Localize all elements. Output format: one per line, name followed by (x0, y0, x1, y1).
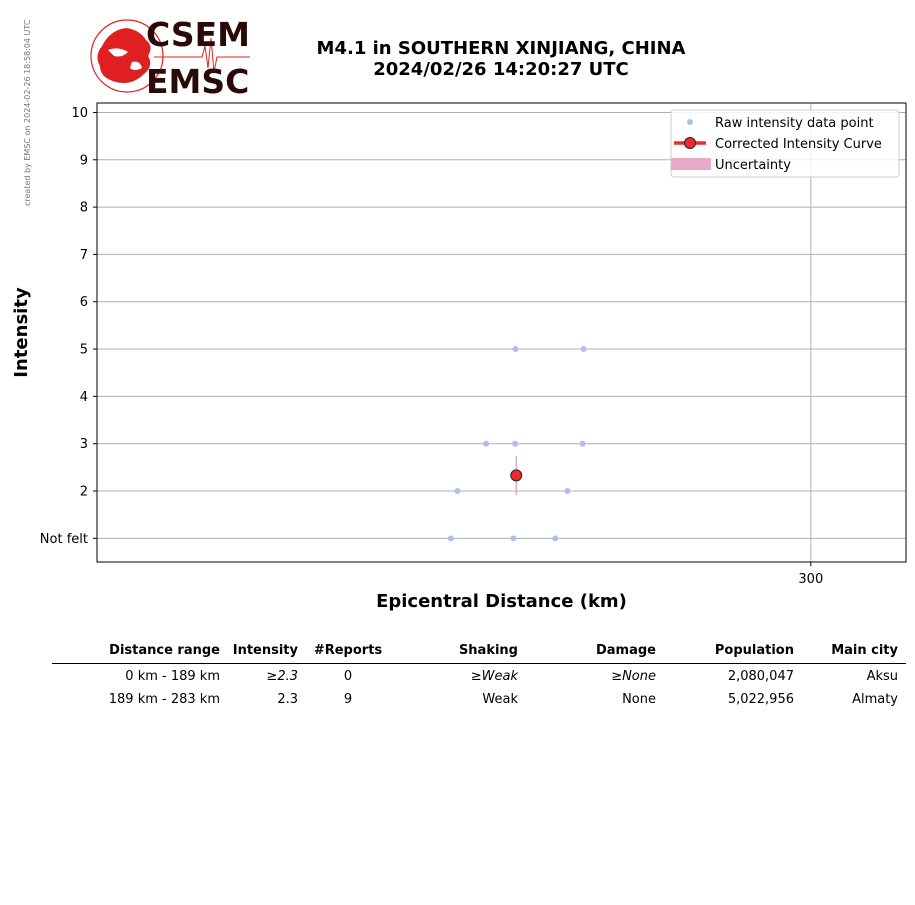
intensity-summary-table: Distance range Intensity #Reports Shakin… (52, 640, 906, 710)
legend-raw-marker (687, 119, 693, 125)
x-axis-label: Epicentral Distance (km) (376, 591, 627, 612)
cell-population: 2,080,047 (727, 669, 794, 684)
header-damage: Damage (526, 640, 664, 664)
logo-text-top: CSEM (146, 16, 250, 54)
legend-uncertainty-swatch (671, 158, 711, 170)
logo-text-bottom: EMSC (146, 62, 249, 100)
y-axis-label: Intensity (11, 287, 32, 378)
y-tick-label: Not felt (40, 532, 88, 547)
y-tick-label: 6 (80, 295, 88, 310)
cell-damage: ≥None (611, 669, 656, 684)
chart-title: M4.1 in SOUTHERN XINJIANG, CHINA 2024/02… (280, 38, 722, 80)
y-tick-label: 7 (80, 248, 88, 263)
raw-data-point (512, 440, 519, 447)
header-shaking: Shaking (398, 640, 526, 664)
legend-uncertainty-label: Uncertainty (715, 158, 791, 173)
legend-box (670, 109, 900, 178)
y-tick-label: 4 (80, 390, 88, 405)
legend-corrected-marker (684, 137, 696, 149)
raw-data-point (579, 440, 586, 447)
plot-frame (96, 102, 907, 563)
header-reports: #Reports (306, 640, 398, 664)
table-row: 189 km - 283 km 2.3 9 Weak None 5,022,95… (52, 687, 906, 710)
raw-data-point (483, 440, 490, 447)
y-tick-label: 9 (80, 153, 88, 168)
cell-shaking: ≥Weak (470, 669, 518, 684)
cell-main-city: Almaty (852, 692, 898, 707)
y-tick-label: 8 (80, 201, 88, 216)
legend-raw-label: Raw intensity data point (715, 116, 874, 131)
raw-data-point (454, 488, 461, 495)
title-line-1: M4.1 in SOUTHERN XINJIANG, CHINA (316, 38, 686, 59)
raw-data-point (580, 346, 587, 353)
header-distance: Distance range (52, 640, 228, 664)
cell-damage: None (622, 692, 656, 707)
raw-data-point (510, 535, 517, 542)
x-tick-label: 300 (798, 572, 823, 587)
cell-population: 5,022,956 (727, 692, 794, 707)
y-tick-label: 3 (80, 437, 88, 452)
y-tick-label: 10 (71, 106, 88, 121)
header-intensity: Intensity (228, 640, 306, 664)
corrected-intensity-point (510, 469, 523, 482)
cell-distance: 189 km - 283 km (108, 692, 220, 707)
cell-shaking: Weak (482, 692, 518, 707)
table-header-row: Distance range Intensity #Reports Shakin… (52, 640, 906, 664)
cell-reports: 0 (343, 669, 353, 684)
raw-data-point (564, 488, 571, 495)
header-main-city: Main city (802, 640, 906, 664)
cell-main-city: Aksu (866, 669, 898, 684)
cell-reports: 9 (343, 692, 353, 707)
csem-emsc-logo: CSEM EMSC (90, 16, 250, 100)
y-tick-label: 2 (80, 485, 88, 500)
cell-distance: 0 km - 189 km (125, 669, 220, 684)
y-tick-label: 5 (80, 343, 88, 358)
raw-data-point (552, 535, 559, 542)
raw-data-point (512, 346, 519, 353)
cell-intensity: 2.3 (277, 692, 298, 707)
raw-data-point (447, 535, 454, 542)
intensity-chart: Not felt 2 3 4 5 6 7 8 9 10 300 Epicentral Distance… (11, 102, 907, 612)
legend-corrected-label: Corrected Intensity Curve (715, 137, 882, 152)
table-row: 0 km - 189 km ≥2.3 0 ≥Weak ≥None 2,080,0… (52, 664, 906, 688)
title-line-2: 2024/02/26 14:20:27 UTC (373, 59, 629, 80)
header-population: Population (664, 640, 802, 664)
cell-intensity: ≥2.3 (266, 669, 298, 684)
